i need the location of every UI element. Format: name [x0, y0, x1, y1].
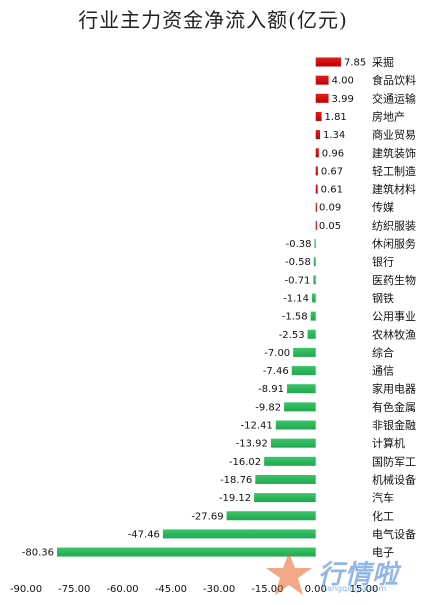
value-label-11: -0.58 [285, 257, 311, 268]
x-tick-label-4: -30.00 [203, 584, 235, 595]
bar-4 [315, 130, 321, 140]
bar-0 [315, 57, 341, 67]
category-label-21: 计算机 [372, 436, 405, 450]
value-label-12: -0.71 [285, 275, 311, 286]
category-label-18: 家用电器 [372, 382, 416, 396]
bar-19 [284, 402, 316, 412]
bar-10 [314, 239, 316, 248]
value-label-17: -7.46 [263, 366, 289, 377]
bar-7 [315, 184, 318, 194]
category-label-8: 传媒 [372, 201, 394, 214]
category-label-2: 交通运输 [372, 91, 416, 105]
value-label-20: -12.41 [241, 421, 273, 432]
category-label-3: 房地产 [372, 109, 405, 123]
bar-3 [315, 111, 322, 121]
bar-14 [310, 311, 316, 321]
bar-20 [275, 420, 316, 430]
value-label-18: -8.91 [258, 384, 284, 395]
category-label-20: 非银金融 [372, 418, 416, 432]
bar-5 [315, 148, 319, 158]
bar-13 [312, 293, 316, 303]
bar-17 [291, 366, 316, 376]
value-label-24: -19.12 [219, 493, 251, 504]
category-label-1: 食品饮料 [372, 73, 416, 87]
bar-24 [254, 493, 316, 503]
value-label-2: 3.99 [332, 94, 354, 105]
bar-6 [315, 166, 318, 176]
bar-11 [313, 257, 316, 267]
value-label-9: 0.05 [319, 221, 341, 232]
value-label-15: -2.53 [279, 330, 305, 341]
category-label-17: 通信 [372, 365, 394, 378]
value-label-27: -80.36 [22, 548, 54, 559]
category-label-0: 采掘 [372, 55, 394, 69]
category-label-25: 化工 [372, 509, 394, 523]
value-label-19: -9.82 [255, 402, 281, 413]
category-label-13: 钢铁 [372, 292, 394, 305]
bar-8 [315, 202, 317, 212]
x-tick-label-3: -45.00 [155, 584, 187, 595]
category-label-24: 汽车 [372, 491, 394, 505]
bar-16 [293, 347, 316, 357]
value-label-10: -0.38 [286, 239, 312, 250]
value-label-13: -1.14 [283, 293, 309, 304]
x-tick-label-1: -75.00 [58, 584, 90, 595]
category-label-27: 电子 [372, 546, 394, 559]
value-label-7: 0.61 [321, 185, 343, 196]
category-label-11: 银行 [372, 255, 394, 269]
category-label-6: 轻工制造 [372, 164, 416, 178]
watermark-brand: 行情啦 [318, 560, 400, 590]
bar-23 [255, 474, 316, 484]
category-label-26: 电气设备 [372, 527, 416, 541]
category-label-5: 建筑装饰 [372, 146, 416, 160]
value-label-5: 0.96 [322, 148, 344, 159]
category-label-7: 建筑材料 [372, 182, 416, 196]
bar-22 [264, 456, 316, 466]
watermark-url: hangqingla.com [322, 584, 387, 593]
bar-27 [57, 547, 316, 557]
bar-15 [307, 329, 316, 339]
bar-12 [313, 275, 316, 285]
bar-2 [315, 93, 329, 103]
bar-1 [315, 75, 329, 85]
value-label-25: -27.69 [191, 511, 223, 522]
chart-title: 行业主力资金净流入额(亿元) [78, 8, 348, 32]
category-label-15: 农林牧渔 [372, 327, 416, 341]
value-label-6: 0.67 [321, 166, 343, 177]
value-label-3: 1.81 [325, 112, 347, 123]
category-label-9: 纺织服装 [372, 218, 416, 232]
value-label-26: -47.46 [128, 529, 160, 540]
bar-21 [270, 438, 316, 448]
watermark: 行情啦 hangqingla.com [262, 550, 412, 600]
value-label-22: -16.02 [229, 457, 261, 468]
category-label-14: 公用事业 [372, 310, 416, 323]
value-label-23: -18.76 [220, 475, 252, 486]
value-label-4: 1.34 [323, 130, 345, 141]
x-tick-label-2: -60.00 [106, 584, 138, 595]
bar-18 [287, 384, 316, 394]
x-tick-label-6: 0.00 [305, 584, 327, 595]
x-tick-label-0: -90.00 [10, 584, 42, 595]
category-label-19: 有色金属 [372, 400, 416, 414]
bar-9 [315, 220, 317, 230]
category-label-12: 医药生物 [372, 273, 416, 287]
value-label-0: 7.85 [344, 58, 366, 69]
value-label-14: -1.58 [282, 312, 308, 323]
x-tick-label-5: -15.00 [251, 584, 283, 595]
x-tick-label-7: 15.00 [350, 584, 379, 595]
value-label-8: 0.09 [319, 203, 341, 214]
value-label-21: -13.92 [236, 439, 268, 450]
bar-26 [162, 529, 316, 539]
category-label-16: 综合 [372, 345, 394, 359]
value-label-1: 4.00 [332, 76, 354, 87]
category-label-23: 机械设备 [372, 472, 416, 486]
value-label-16: -7.00 [264, 348, 290, 359]
bar-25 [226, 511, 316, 521]
watermark-star-icon [266, 552, 312, 595]
category-label-4: 商业贸易 [372, 128, 416, 142]
category-label-22: 国防军工 [372, 454, 416, 468]
category-label-10: 休闲服务 [372, 237, 416, 251]
